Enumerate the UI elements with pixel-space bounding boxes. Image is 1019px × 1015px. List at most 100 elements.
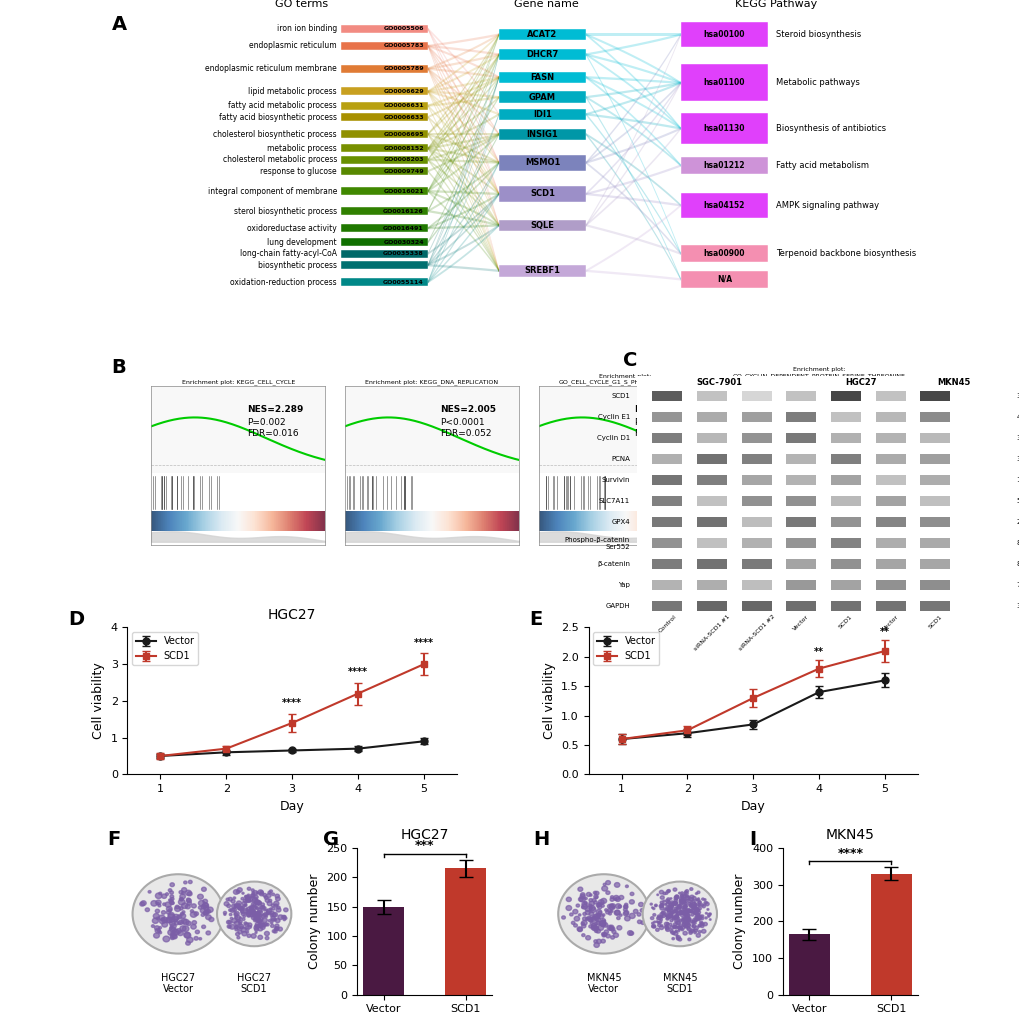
Text: hsa00100: hsa00100 xyxy=(703,30,744,39)
Circle shape xyxy=(141,900,146,905)
Text: B: B xyxy=(112,357,126,377)
Circle shape xyxy=(258,924,261,927)
Circle shape xyxy=(674,920,677,923)
FancyBboxPatch shape xyxy=(340,144,428,152)
Circle shape xyxy=(261,903,264,906)
Circle shape xyxy=(244,904,247,906)
Bar xyxy=(696,432,727,444)
Bar xyxy=(875,538,905,548)
Circle shape xyxy=(675,908,678,910)
Text: P=0.002: P=0.002 xyxy=(247,417,285,426)
Circle shape xyxy=(249,906,251,908)
Circle shape xyxy=(659,906,663,910)
Circle shape xyxy=(656,922,658,924)
Circle shape xyxy=(585,918,588,921)
Bar xyxy=(652,432,682,444)
Circle shape xyxy=(248,926,252,929)
Circle shape xyxy=(259,892,264,896)
Circle shape xyxy=(177,931,183,936)
Circle shape xyxy=(254,920,256,922)
FancyBboxPatch shape xyxy=(340,87,428,95)
Circle shape xyxy=(703,898,705,900)
PathPatch shape xyxy=(585,54,681,130)
Circle shape xyxy=(283,916,285,918)
Text: P<0.0001: P<0.0001 xyxy=(440,417,485,426)
Bar xyxy=(344,386,519,473)
Circle shape xyxy=(695,908,697,910)
Circle shape xyxy=(590,926,596,930)
Circle shape xyxy=(181,903,187,908)
PathPatch shape xyxy=(428,33,498,135)
Circle shape xyxy=(266,893,271,897)
PathPatch shape xyxy=(428,54,498,70)
Circle shape xyxy=(578,887,582,891)
Circle shape xyxy=(245,927,247,929)
Circle shape xyxy=(571,922,575,925)
PathPatch shape xyxy=(428,27,498,163)
Circle shape xyxy=(656,894,658,895)
Circle shape xyxy=(673,901,677,904)
Circle shape xyxy=(234,916,237,919)
PathPatch shape xyxy=(428,133,498,244)
PathPatch shape xyxy=(585,33,681,84)
Circle shape xyxy=(270,914,273,917)
PathPatch shape xyxy=(428,45,498,272)
Text: 55 KD: 55 KD xyxy=(1016,498,1019,504)
Text: β-catenin: β-catenin xyxy=(596,561,630,567)
Circle shape xyxy=(276,907,280,912)
Circle shape xyxy=(611,930,615,934)
Circle shape xyxy=(251,889,254,891)
Text: siRNA-SCD1 #2: siRNA-SCD1 #2 xyxy=(737,614,774,653)
Circle shape xyxy=(589,906,592,909)
Text: SLC7A11: SLC7A11 xyxy=(598,498,630,504)
Text: GO0035338: GO0035338 xyxy=(383,252,424,257)
Circle shape xyxy=(179,914,185,919)
Circle shape xyxy=(588,901,594,906)
Circle shape xyxy=(240,909,246,914)
Circle shape xyxy=(237,930,242,934)
Circle shape xyxy=(166,918,172,923)
Circle shape xyxy=(581,921,587,926)
Circle shape xyxy=(683,915,686,918)
Circle shape xyxy=(674,903,677,905)
Circle shape xyxy=(587,918,592,922)
Circle shape xyxy=(696,918,699,920)
Text: Steroid biosynthesis: Steroid biosynthesis xyxy=(775,30,860,39)
Text: GO0006629: GO0006629 xyxy=(383,89,424,94)
Circle shape xyxy=(230,908,234,912)
Circle shape xyxy=(612,895,619,900)
Circle shape xyxy=(676,936,680,939)
Circle shape xyxy=(683,922,686,924)
Circle shape xyxy=(669,916,672,918)
PathPatch shape xyxy=(585,76,681,166)
Text: GO0005506: GO0005506 xyxy=(383,26,424,31)
Text: C: C xyxy=(622,351,636,370)
Circle shape xyxy=(685,926,687,928)
Circle shape xyxy=(682,924,685,927)
Text: SCD1: SCD1 xyxy=(530,190,554,199)
Circle shape xyxy=(237,906,242,910)
Circle shape xyxy=(601,924,604,927)
Circle shape xyxy=(182,920,189,925)
Text: F: F xyxy=(107,830,120,850)
Circle shape xyxy=(658,921,661,923)
Circle shape xyxy=(682,910,686,915)
PathPatch shape xyxy=(428,54,498,161)
PathPatch shape xyxy=(585,82,681,226)
Bar xyxy=(696,454,727,464)
Bar xyxy=(830,601,860,611)
Circle shape xyxy=(264,932,269,936)
PathPatch shape xyxy=(585,54,681,84)
Circle shape xyxy=(675,911,678,914)
Circle shape xyxy=(151,925,154,928)
PathPatch shape xyxy=(428,161,498,283)
Circle shape xyxy=(602,924,605,926)
Circle shape xyxy=(694,929,697,932)
Circle shape xyxy=(666,916,668,918)
Bar xyxy=(786,559,815,569)
Circle shape xyxy=(261,915,265,918)
Circle shape xyxy=(680,894,682,896)
Circle shape xyxy=(238,925,244,929)
Circle shape xyxy=(275,924,279,928)
Circle shape xyxy=(609,903,612,907)
